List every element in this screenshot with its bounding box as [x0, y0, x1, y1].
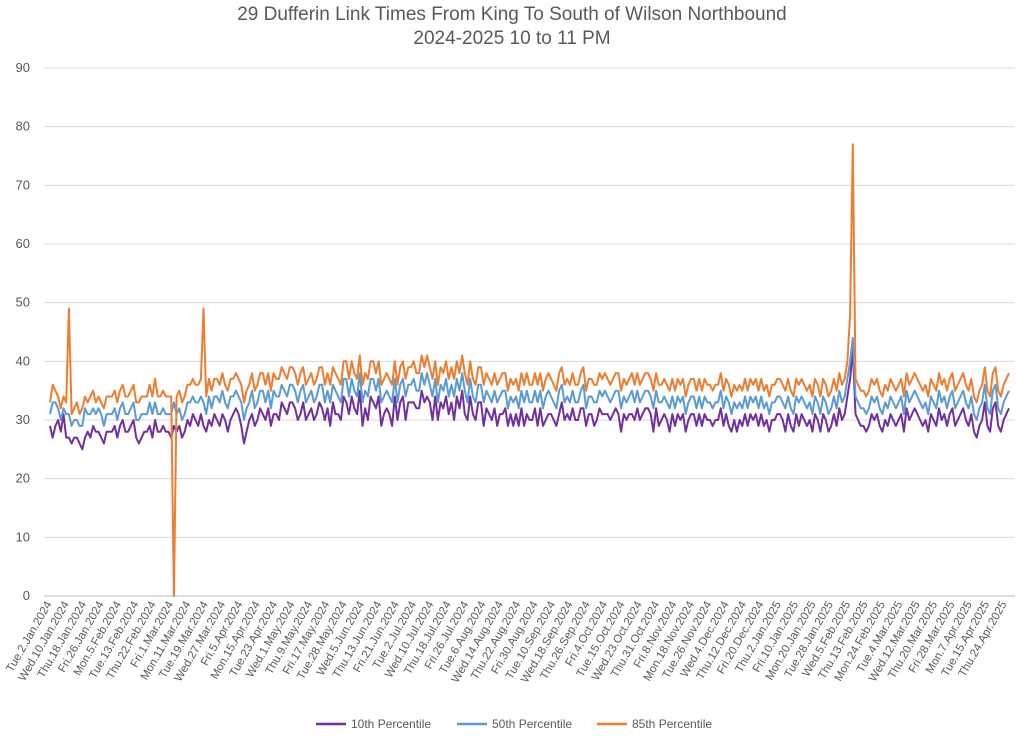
y-tick-label: 90	[16, 60, 30, 75]
series-line	[49, 143, 1010, 597]
chart-subtitle: 2024-2025 10 to 11 PM	[413, 28, 611, 49]
legend-label: 85th Percentile	[632, 717, 712, 731]
y-tick-label: 50	[16, 295, 30, 310]
y-tick-label: 10	[16, 529, 30, 544]
y-tick-label: 40	[16, 353, 30, 368]
legend-label: 50th Percentile	[492, 717, 572, 731]
y-tick-label: 30	[16, 412, 30, 427]
y-tick-label: 70	[16, 177, 30, 192]
y-tick-label: 80	[16, 119, 30, 134]
legend-item: 50th Percentile	[457, 717, 572, 731]
series-line	[49, 336, 1010, 427]
legend-label: 10th Percentile	[351, 717, 431, 731]
y-tick-label: 60	[16, 236, 30, 251]
chart-title: 29 Dufferin Link Times From King To Sout…	[237, 4, 787, 25]
legend-item: 85th Percentile	[597, 717, 712, 731]
y-tick-label: 0	[23, 588, 30, 603]
y-tick-label: 20	[16, 471, 30, 486]
series-line	[49, 348, 1010, 451]
legend-item: 10th Percentile	[316, 717, 431, 731]
